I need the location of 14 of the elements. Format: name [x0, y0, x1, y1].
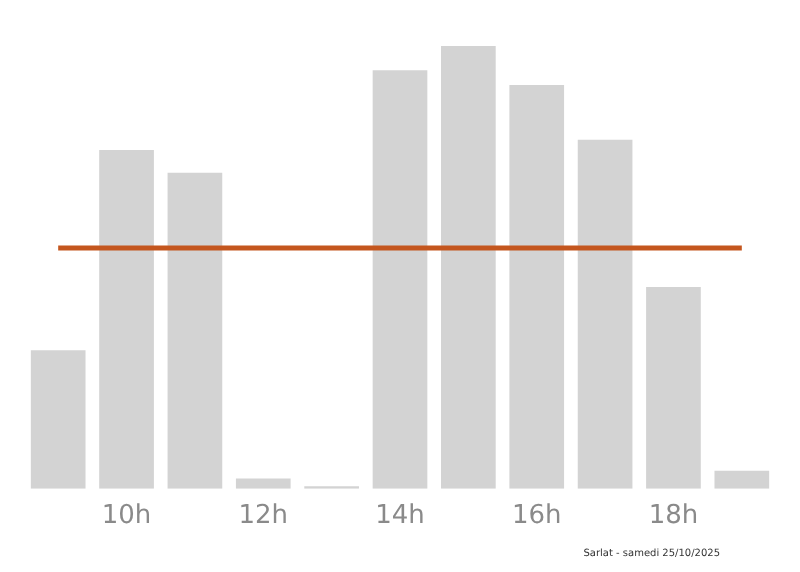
x-tick-label: 12h: [238, 501, 289, 532]
bar: [509, 84, 565, 489]
x-tick-label: 18h: [648, 501, 699, 532]
bar: [714, 470, 770, 489]
bar: [99, 150, 154, 489]
bar: [167, 172, 223, 489]
bar: [646, 286, 701, 489]
bar: [577, 139, 633, 489]
bar: [441, 46, 496, 489]
x-tick-label: 14h: [375, 501, 425, 532]
bar: [30, 350, 86, 489]
bar: [372, 70, 428, 489]
x-tick-label: 16h: [511, 501, 562, 532]
x-tick-label: 10h: [101, 501, 152, 532]
